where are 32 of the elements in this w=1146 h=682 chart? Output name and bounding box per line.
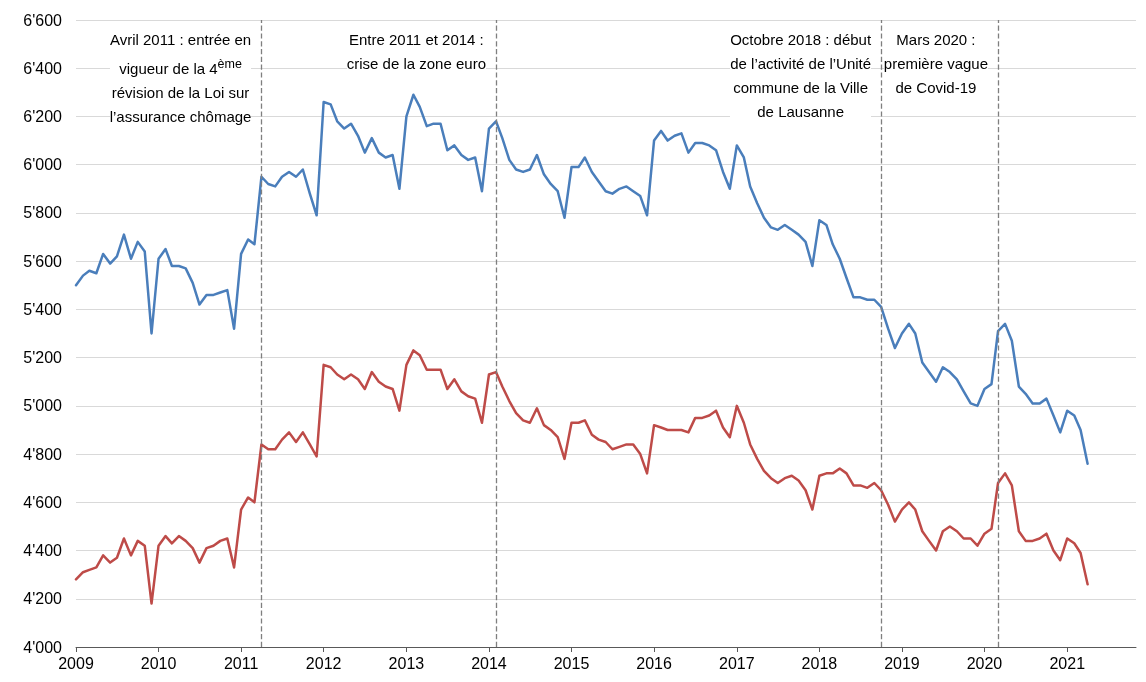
x-tick-label: 2011 [223, 654, 259, 672]
x-tick-label: 2016 [636, 654, 672, 672]
y-tick-label: 5'800 [23, 204, 63, 222]
y-tick-label: 4'400 [23, 542, 63, 560]
x-tick-label: 2018 [801, 654, 838, 672]
ref-line-label: Mars 2020 : première vague de Covid-19 [883, 28, 989, 100]
x-tick-label: 2009 [58, 654, 94, 672]
y-tick-label: 6'400 [23, 59, 63, 77]
x-tick-label: 2013 [388, 654, 425, 672]
y-tick-label: 6'600 [23, 11, 63, 29]
x-tick-label: 2021 [1049, 654, 1086, 672]
y-tick-label: 4'000 [23, 638, 63, 656]
y-tick-label: 6'200 [23, 107, 63, 125]
line-series [74, 349, 1089, 605]
y-tick-label: 4'200 [23, 590, 63, 608]
ref-line-label: Avril 2011 : entrée en vigueur de la 4$^{ème}$ révision de la Loi sur l’assurance chômage [109, 28, 252, 129]
ref-line-label: Octobre 2018 : début de l’activité de l’Unité commune de la Ville de Lausanne [730, 28, 872, 124]
y-tick-label: 4'800 [23, 445, 63, 463]
x-tick-label: 2010 [140, 654, 177, 672]
x-tick-label: 2019 [884, 654, 920, 672]
y-tick-label: 5'400 [23, 300, 63, 318]
x-tick-label: 2017 [719, 654, 755, 672]
x-tick-label: 2015 [553, 654, 590, 672]
y-tick-label: 5'000 [23, 397, 63, 415]
x-tick-label: 2012 [305, 654, 342, 672]
y-tick-label: 6'000 [23, 156, 63, 174]
y-tick-label: 4'600 [23, 493, 63, 511]
ref-line-label: Entre 2011 et 2014 : crise de la zone euro [346, 28, 486, 76]
y-tick-label: 5'600 [23, 252, 63, 270]
x-tick-label: 2014 [471, 654, 507, 672]
y-tick-label: 5'200 [23, 349, 63, 367]
x-tick-label: 2020 [966, 654, 1003, 672]
